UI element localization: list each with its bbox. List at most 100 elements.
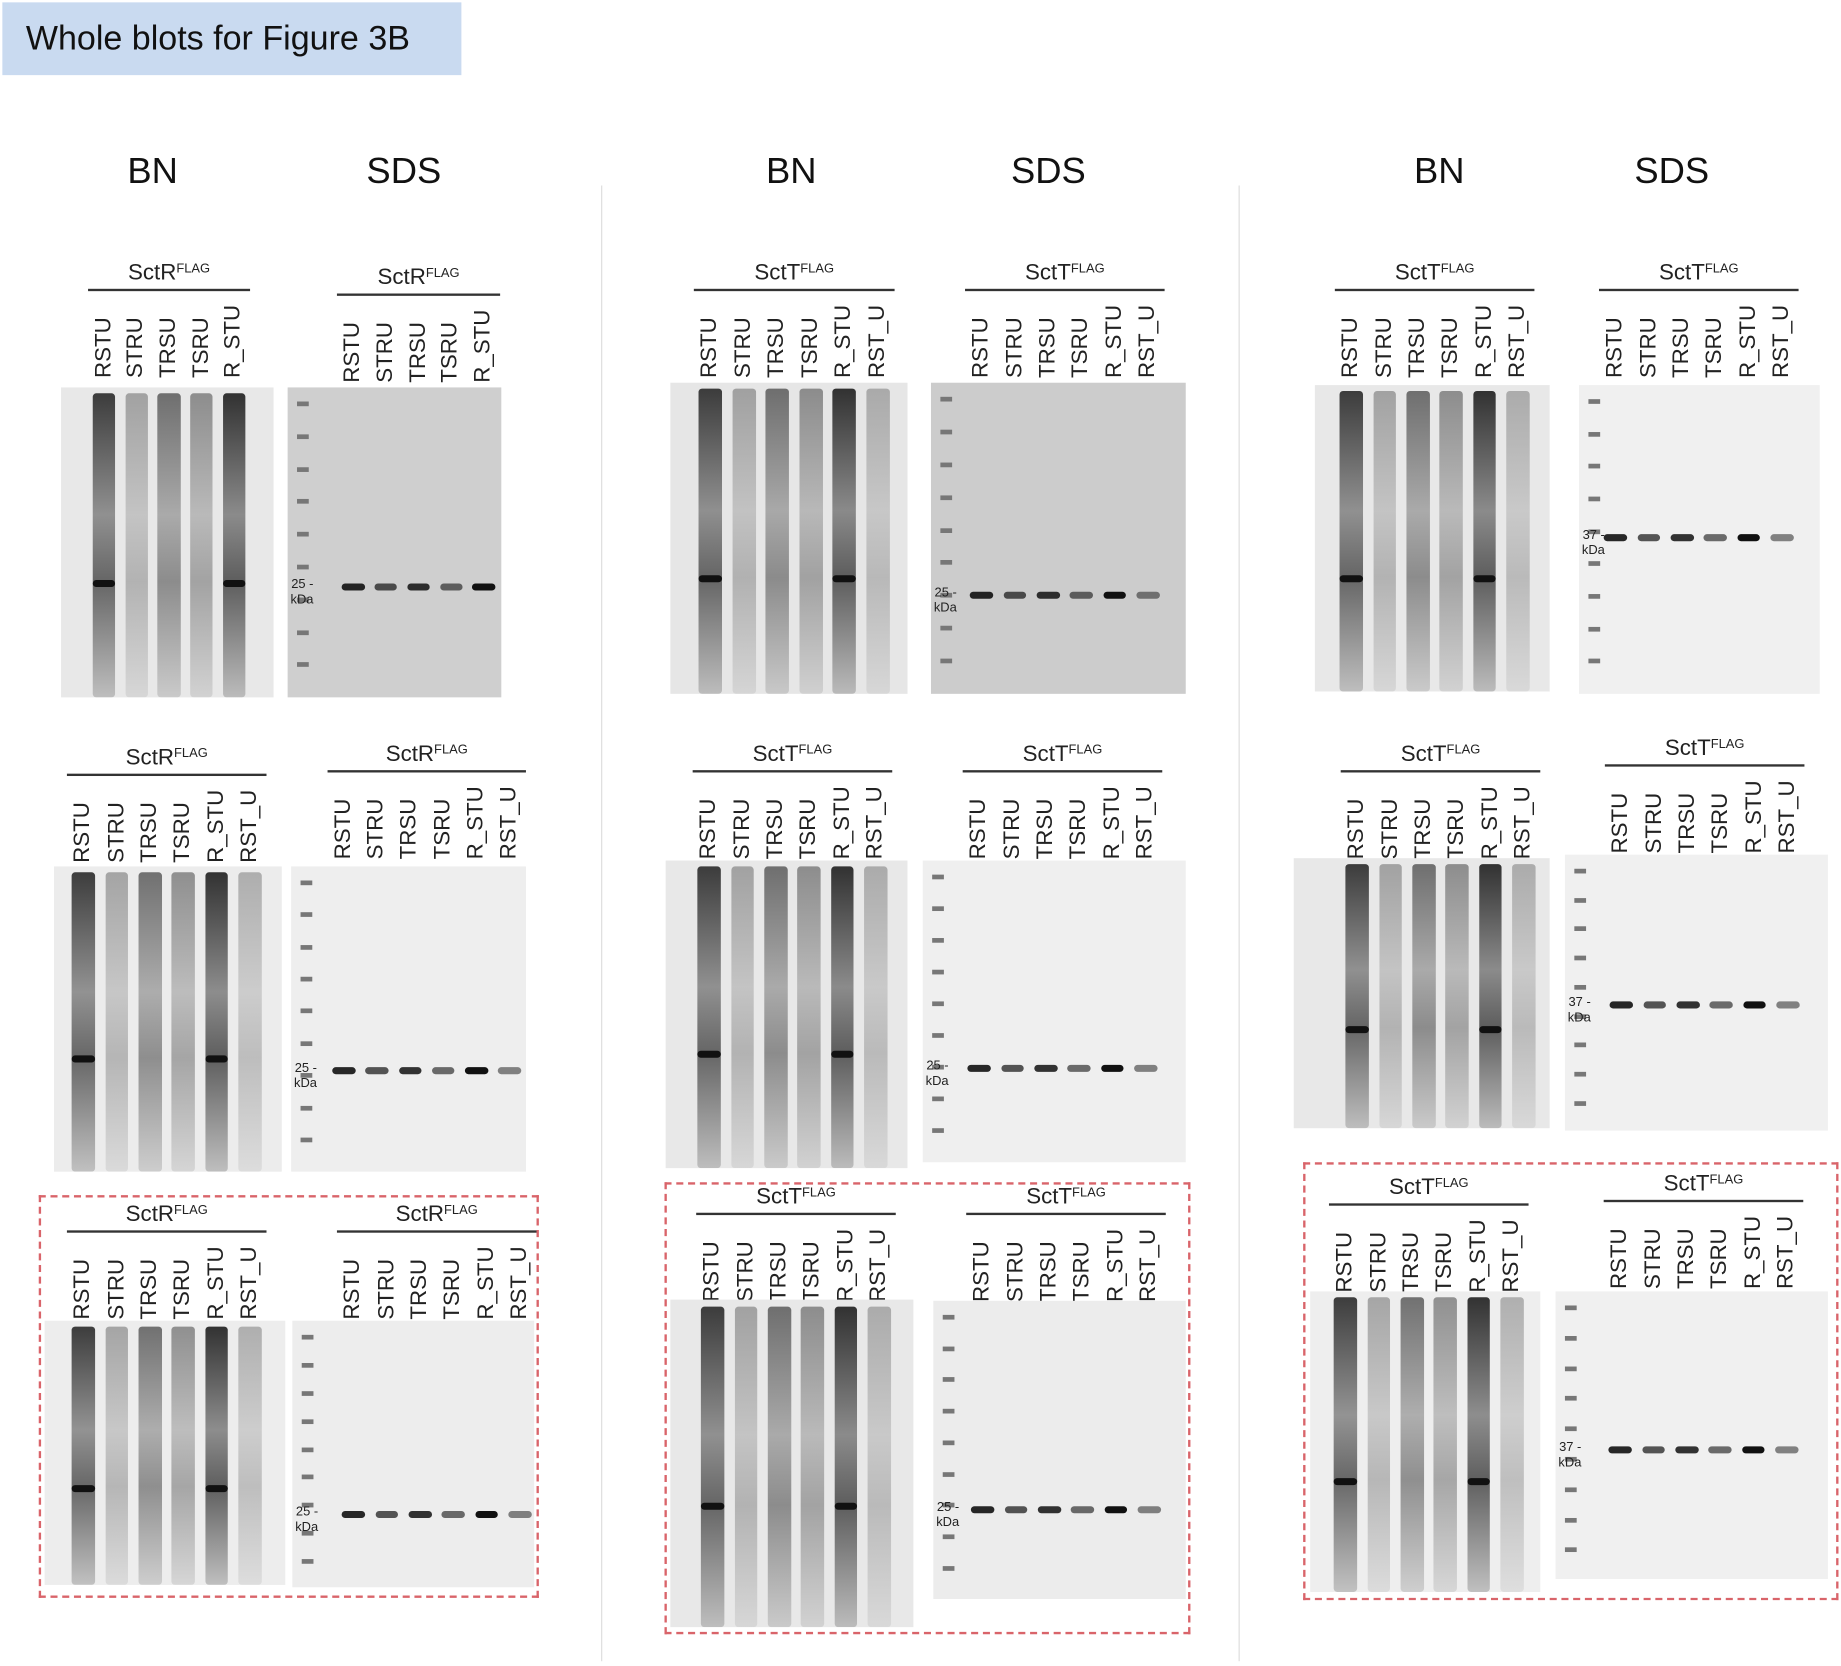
molecular-weight-marker: 37 - kDa	[1558, 1440, 1581, 1471]
gel-lane	[171, 1326, 195, 1585]
ladder-band	[300, 1105, 313, 1111]
sds-blot	[291, 866, 526, 1172]
protein-tag: FLAG	[1710, 737, 1745, 752]
gel-lane	[734, 1306, 758, 1628]
ladder-band	[1564, 1456, 1577, 1462]
lane-label: RSTU	[1602, 317, 1628, 379]
bn-blot	[670, 1299, 914, 1628]
gel-band	[472, 583, 496, 591]
lane-label: STRU	[103, 802, 129, 863]
lane-label: TSRU	[438, 321, 463, 383]
gel-lane	[204, 872, 229, 1172]
lane-label: RST_U	[506, 1246, 532, 1320]
protein-tag: FLAG	[425, 266, 460, 281]
gel-band	[1708, 1446, 1732, 1454]
gel-band	[408, 1510, 432, 1518]
ladder-band	[1574, 868, 1587, 874]
lane-label: RSTU	[1344, 798, 1370, 860]
lane-label: TRSU	[137, 1258, 162, 1320]
ladder-band	[1574, 984, 1587, 990]
ladder-band	[300, 944, 313, 950]
ladder-band	[1574, 1101, 1587, 1106]
gel-lane	[1412, 863, 1436, 1129]
ladder-band	[932, 1033, 944, 1039]
lane-label: RSTU	[699, 1241, 725, 1302]
lane-label: STRU	[123, 317, 149, 379]
lane-label: STRU	[1640, 1228, 1666, 1290]
lane-label: STRU	[1371, 317, 1397, 379]
gel-lane	[866, 388, 890, 694]
ladder-band	[1574, 926, 1587, 932]
gel-band	[1037, 1506, 1061, 1514]
gel-band	[431, 1067, 455, 1075]
ladder-band	[932, 1065, 944, 1070]
lane-label: RSTU	[91, 317, 116, 379]
lane-label: RST_U	[1136, 1228, 1161, 1302]
lane-label: TSRU	[1702, 317, 1728, 379]
lane-label: TRSU	[1032, 798, 1058, 860]
protein-name: SctR	[128, 260, 177, 286]
gel-band	[1070, 1506, 1095, 1514]
molecular-weight-marker: 25 - kDa	[294, 1061, 317, 1092]
gel-lane	[799, 388, 823, 694]
lane-label: TSRU	[1444, 798, 1469, 860]
gel-lane	[1467, 1297, 1491, 1592]
highlight-box	[1303, 1162, 1839, 1601]
column-header-sds: SDS	[366, 150, 442, 192]
marker-unit: kDa	[925, 1074, 949, 1089]
protein-name: SctT	[1025, 260, 1071, 286]
protein-tag: FLAG	[434, 743, 468, 758]
lane-label: TRSU	[762, 798, 788, 860]
gel-band	[92, 579, 116, 587]
ladder-band	[1564, 1366, 1577, 1371]
lane-label: TSRU	[799, 1241, 825, 1302]
lane-label: STRU	[1002, 317, 1027, 379]
lane-label: RST_U	[1774, 780, 1800, 854]
gel-lane	[204, 1326, 229, 1585]
gel-band	[407, 583, 430, 591]
panel-underline	[66, 773, 267, 776]
protein-name: SctR	[125, 1202, 175, 1227]
lane-label: STRU	[731, 317, 756, 379]
ladder-band	[297, 532, 309, 537]
gel-band	[832, 575, 857, 583]
lane-label: STRU	[1641, 792, 1667, 854]
ladder-band	[300, 976, 313, 982]
bn-blot	[1293, 858, 1550, 1129]
marker-unit: kDa	[294, 1076, 317, 1091]
molecular-weight-marker: 25 - kDa	[926, 1059, 949, 1090]
protein-name: SctT	[1026, 1184, 1073, 1210]
panel-label: SctRFLAG	[386, 742, 468, 768]
gel-lane	[832, 388, 857, 694]
ladder-band	[1588, 399, 1601, 404]
gel-band	[970, 591, 994, 599]
ladder-band	[301, 1447, 314, 1452]
gel-lane	[222, 393, 246, 698]
gel-band	[1603, 534, 1628, 542]
lane-label: TRSU	[766, 1241, 792, 1302]
panel-underline	[327, 770, 526, 772]
lane-label: TRSU	[1673, 1228, 1699, 1290]
ladder-band	[297, 466, 309, 472]
lane-label: RST_U	[1773, 1215, 1799, 1290]
lane-label: TSRU	[1432, 1231, 1458, 1293]
gel-lane	[1506, 391, 1530, 692]
ladder-band	[300, 880, 313, 886]
gel-band	[1003, 591, 1027, 599]
lane-label: STRU	[1635, 317, 1661, 379]
gel-band	[464, 1067, 488, 1075]
figure-title: Whole blots for Figure 3B	[2, 2, 462, 76]
lane-label: R_STU	[463, 786, 489, 860]
ladder-band	[1564, 1547, 1577, 1553]
ladder-band	[932, 906, 944, 912]
gel-band	[1637, 534, 1661, 542]
gel-band	[697, 1051, 721, 1059]
gel-band	[971, 1506, 995, 1514]
sds-blot	[933, 1300, 1186, 1599]
lane-label: R_STU	[1477, 786, 1503, 860]
lane-label: RSTU	[969, 1241, 995, 1302]
protein-tag: FLAG	[800, 261, 835, 276]
gel-lane	[157, 393, 181, 698]
lane-label: R_STU	[473, 1246, 499, 1320]
lane-label: TRSU	[1036, 1241, 1062, 1302]
